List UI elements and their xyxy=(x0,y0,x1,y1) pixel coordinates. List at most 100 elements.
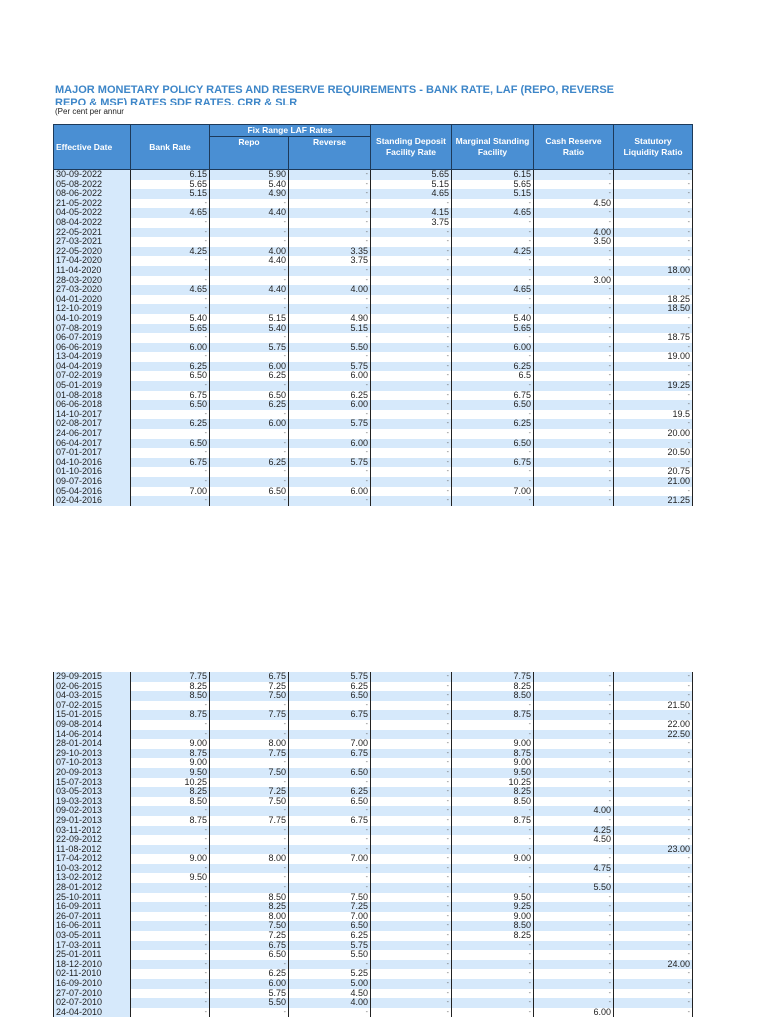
cell-crr: - xyxy=(533,931,614,941)
cell-msf-rate: 4.65 xyxy=(451,285,534,295)
cell-msf-rate: - xyxy=(451,429,534,439)
table-row: 17-04-2020-4.40 3.75- - - - xyxy=(53,256,693,266)
table-row: 06-04-2017 6.50-6.00-6.50- - xyxy=(53,438,693,449)
cell-repo: 7.75 xyxy=(209,815,289,826)
cell-msf-rate: - xyxy=(451,883,534,893)
cell-sdf-rate: - xyxy=(370,758,452,768)
table-row: 25-10-2011-8.50 7.50-9.50- - xyxy=(53,892,693,903)
cell-repo: - xyxy=(209,409,289,420)
cell-slr: - xyxy=(613,438,693,449)
cell-effective-date: 09-08-2014 xyxy=(53,719,131,730)
cell-slr: 22.00 xyxy=(613,719,693,730)
cell-repo: - xyxy=(209,333,289,343)
cell-msf-rate: - xyxy=(451,719,534,730)
table-row: 07-01-2017- - - - - -20.50 xyxy=(53,448,693,458)
cell-bank-rate: 9.50 xyxy=(130,767,210,778)
cell-slr: - xyxy=(613,911,693,922)
cell-reverse-repo: 6.50 xyxy=(288,921,371,932)
table-row: 13-04-2019- - - - - -19.00 xyxy=(53,352,693,362)
cell-bank-rate: - xyxy=(130,902,210,912)
cell-bank-rate: - xyxy=(130,911,210,922)
cell-msf-rate: 9.00 xyxy=(451,758,534,768)
cell-crr: - xyxy=(533,767,614,778)
cell-sdf-rate: - xyxy=(370,719,452,730)
cell-slr: - xyxy=(613,227,693,238)
cell-effective-date: 06-07-2019 xyxy=(53,333,131,343)
cell-msf-rate: 6.5 xyxy=(451,371,534,382)
cell-repo: - xyxy=(209,294,289,305)
cell-effective-date: 04-03-2015 xyxy=(53,691,131,701)
cell-bank-rate: - xyxy=(130,825,210,836)
cell-crr: 5.50 xyxy=(533,883,614,893)
cell-bank-rate: 10.25 xyxy=(130,777,210,788)
cell-slr: - xyxy=(613,710,693,720)
cell-repo: 7.75 xyxy=(209,710,289,720)
header-bank-rate: Bank Rate xyxy=(130,124,210,170)
table-row: 03-11-2012- - - - -4.25- xyxy=(53,825,693,836)
cell-sdf-rate: - xyxy=(370,333,452,343)
cell-repo: - xyxy=(209,381,289,391)
cell-reverse-repo: - xyxy=(288,381,371,391)
cell-repo: 4.40 xyxy=(209,285,289,295)
cell-crr: - xyxy=(533,969,614,979)
cell-slr: - xyxy=(613,672,693,682)
cell-bank-rate: 5.15 xyxy=(130,189,210,199)
cell-msf-rate: - xyxy=(451,275,534,286)
cell-reverse-repo: - xyxy=(288,198,371,209)
cell-bank-rate: - xyxy=(130,448,210,458)
cell-repo: - xyxy=(209,237,289,247)
table-row: 19-03-2013 8.50 7.50 6.50-8.50- - xyxy=(53,796,693,807)
cell-reverse-repo: 3.75 xyxy=(288,256,371,266)
cell-crr: - xyxy=(533,691,614,701)
cell-slr: - xyxy=(613,806,693,816)
cell-msf-rate: - xyxy=(451,409,534,420)
cell-effective-date: 18-12-2010 xyxy=(53,959,131,970)
table-row: 21-05-2022- - - - -4.50- xyxy=(53,198,693,209)
cell-effective-date: 07-02-2019 xyxy=(53,371,131,382)
cell-reverse-repo: - xyxy=(288,227,371,238)
cell-crr: - xyxy=(533,950,614,960)
cell-reverse-repo: 6.50 xyxy=(288,796,371,807)
cell-reverse-repo: - xyxy=(288,217,371,228)
cell-msf-rate: - xyxy=(451,844,534,855)
cell-crr: - xyxy=(533,419,614,430)
cell-crr: - xyxy=(533,467,614,477)
cell-effective-date: 13-04-2019 xyxy=(53,352,131,362)
cell-reverse-repo: 6.00 xyxy=(288,438,371,449)
cell-reverse-repo: - xyxy=(288,169,371,180)
cell-slr: - xyxy=(613,998,693,1008)
table-row: 27-03-2020 4.65 4.40 4.00-4.65- - xyxy=(53,285,693,295)
cell-slr: - xyxy=(613,883,693,893)
table-row: 22-09-2012- - - - -4.50- xyxy=(53,835,693,845)
cell-crr: - xyxy=(533,844,614,855)
cell-slr: - xyxy=(613,873,693,884)
cell-msf-rate: 5.65 xyxy=(451,179,534,190)
cell-crr: 4.00 xyxy=(533,806,614,816)
table-row: 12-10-2019- - - - - -18.50 xyxy=(53,304,693,314)
table-row: 08-06-2022 5.15 4.90-4.65 5.15- - xyxy=(53,189,693,199)
cell-effective-date: 15-01-2015 xyxy=(53,710,131,720)
cell-reverse-repo: 6.00 xyxy=(288,486,371,497)
cell-effective-date: 16-09-2010 xyxy=(53,979,131,989)
cell-crr: - xyxy=(533,285,614,295)
cell-sdf-rate: - xyxy=(370,246,452,257)
cell-msf-rate: - xyxy=(451,806,534,816)
cell-repo: - xyxy=(209,729,289,740)
cell-slr: - xyxy=(613,931,693,941)
cell-crr: 4.50 xyxy=(533,835,614,845)
cell-bank-rate: - xyxy=(130,700,210,711)
table-row: 26-07-2011-8.00 7.00-9.00- - xyxy=(53,911,693,922)
cell-bank-rate: - xyxy=(130,409,210,420)
cell-slr: - xyxy=(613,835,693,845)
cell-msf-rate: 9.00 xyxy=(451,739,534,749)
cell-slr: - xyxy=(613,777,693,788)
cell-reverse-repo: - xyxy=(288,806,371,816)
cell-msf-rate: - xyxy=(451,381,534,391)
cell-msf-rate: - xyxy=(451,998,534,1008)
cell-crr: 6.00 xyxy=(533,1007,614,1018)
cell-crr: - xyxy=(533,921,614,932)
cell-bank-rate: - xyxy=(130,729,210,740)
table-row: 10-03-2012- - - - -4.75- xyxy=(53,863,693,874)
cell-bank-rate: - xyxy=(130,381,210,391)
cell-effective-date: 20-09-2013 xyxy=(53,767,131,778)
